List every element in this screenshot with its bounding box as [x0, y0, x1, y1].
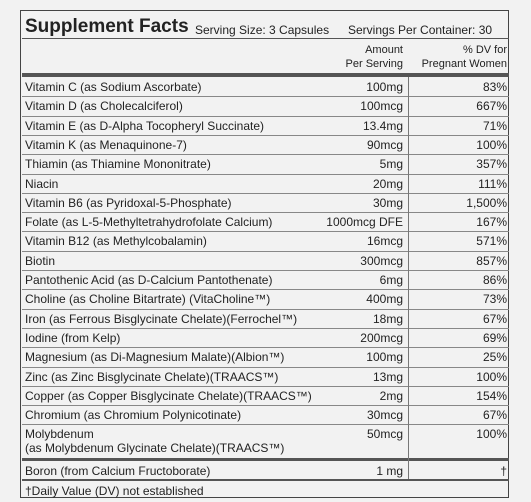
row-rule [22, 405, 509, 407]
row-rule [22, 115, 509, 117]
amount-header-line: Amount [365, 44, 403, 56]
amount: 13.4mg [362, 118, 403, 133]
thick-rule [22, 458, 509, 462]
daily-value: 25% [482, 350, 507, 365]
row-rule [22, 231, 509, 233]
nutrient-name: Vitamin K (as Menaquinone-7) [25, 137, 187, 152]
amount: 100mcg [360, 99, 403, 114]
row-rule [22, 173, 509, 175]
daily-value: 857% [476, 253, 507, 268]
nutrient-name: Copper (as Copper Bisglycinate Chelate)(… [25, 388, 312, 403]
nutrient-name: Molybdenum (as Molybdenum Glycinate Chel… [25, 427, 285, 456]
thick-rule [22, 73, 509, 77]
amount: 400mg [366, 292, 403, 307]
title: Supplement Facts [25, 16, 189, 37]
nutrient-name: Iodine (from Kelp) [25, 330, 121, 345]
amount: 1 mg [376, 464, 403, 479]
daily-value: 111% [478, 176, 507, 191]
amount: 16mcg [366, 234, 403, 249]
amount: 5mg [379, 157, 403, 172]
footnote: †Daily Value (DV) not established [25, 484, 204, 499]
nutrient-name: Iron (as Ferrous Bisglycinate Chelate)(F… [25, 311, 298, 326]
dv-header-line: % DV for [462, 44, 507, 56]
row-rule [22, 289, 509, 291]
nutrient-name: Choline (as Choline Bitartrate) (VitaCho… [25, 292, 271, 307]
daily-value: 154% [476, 388, 507, 403]
row-rule [22, 424, 509, 426]
row-rule [22, 192, 509, 194]
nutrient-name: Biotin [25, 253, 56, 268]
daily-value: 571% [476, 234, 507, 249]
amount-header: Amount Per Serving [346, 43, 403, 71]
daily-value: 86% [482, 273, 507, 287]
amount: 30mcg [366, 408, 403, 423]
amount-header-line: Per Serving [345, 58, 403, 70]
amount: 100mg [366, 350, 403, 365]
row-rule [22, 366, 509, 368]
amount: 300mcg [360, 253, 403, 268]
nutrient-name: Chromium (as Chromium Polynicotinate) [25, 408, 242, 423]
daily-value: 67% [482, 408, 507, 423]
nutrient-name: Thiamin (as Thiamine Mononitrate) [25, 157, 211, 172]
row-rule [22, 270, 509, 271]
amount: 90mcg [366, 137, 403, 152]
amount: 1000mcg DFE [326, 215, 403, 230]
nutrient-name: Vitamin E (as D-Alpha Tocopheryl Succina… [25, 118, 265, 133]
amount: 6mg [379, 273, 403, 287]
amount: 50mcg [366, 427, 403, 442]
row-rule [22, 327, 509, 329]
row-rule [22, 96, 509, 98]
nutrient-name: Vitamin D (as Cholecalciferol) [25, 99, 183, 114]
rule [22, 479, 509, 482]
nutrient-name: Vitamin B6 (as Pyridoxal-5-Phosphate) [25, 195, 232, 210]
daily-value: † [500, 464, 507, 479]
daily-value: 100% [476, 427, 507, 442]
row-rule [22, 134, 509, 136]
daily-value: 667% [476, 99, 507, 114]
nutrient-name: Magnesium (as Di-Magnesium Malate)(Albio… [25, 350, 285, 365]
dv-header-line: Pregnant Women [421, 58, 507, 70]
facts-panel [20, 10, 509, 498]
amount: 2mg [379, 388, 403, 403]
row-rule [22, 308, 509, 310]
daily-value: 67% [482, 311, 507, 326]
amount: 100mg [366, 80, 403, 94]
daily-value: 1,500% [466, 195, 507, 210]
amount: 20mg [372, 176, 403, 191]
dv-header: % DV for Pregnant Women [422, 43, 507, 71]
daily-value: 69% [482, 330, 507, 345]
servings-per-container: Servings Per Container: 30 [348, 23, 493, 37]
row-rule [22, 385, 509, 387]
nutrient-name: Zinc (as Zinc Bisglycinate Chelate)(TRAA… [25, 369, 279, 384]
nutrient-name: Vitamin B12 (as Methylcobalamin) [25, 234, 207, 249]
row-rule [22, 154, 509, 156]
daily-value: 73% [482, 292, 507, 307]
column-rule [408, 77, 409, 480]
nutrient-name: Niacin [25, 176, 59, 191]
nutrient-name: Vitamin C (as Sodium Ascorbate) [25, 80, 202, 94]
row-rule [22, 250, 509, 252]
amount: 200mcg [360, 330, 403, 345]
nutrient-name: Folate (as L-5-Methyltetrahydrofolate Ca… [25, 215, 273, 230]
serving-size: Serving Size: 3 Capsules [195, 23, 330, 37]
daily-value: 357% [476, 157, 507, 172]
row-rule [22, 347, 509, 349]
daily-value: 71% [482, 118, 507, 133]
amount: 30mg [372, 195, 403, 210]
daily-value: 167% [476, 215, 507, 230]
nutrient-name: Pantothenic Acid (as D-Calcium Pantothen… [25, 273, 273, 287]
amount: 18mg [372, 311, 403, 326]
rule [22, 38, 509, 39]
daily-value: 100% [476, 369, 507, 384]
amount: 13mg [372, 369, 403, 384]
row-rule [22, 212, 509, 214]
daily-value: 100% [476, 137, 507, 152]
nutrient-name: Boron (from Calcium Fructoborate) [25, 464, 211, 479]
daily-value: 83% [482, 80, 507, 94]
